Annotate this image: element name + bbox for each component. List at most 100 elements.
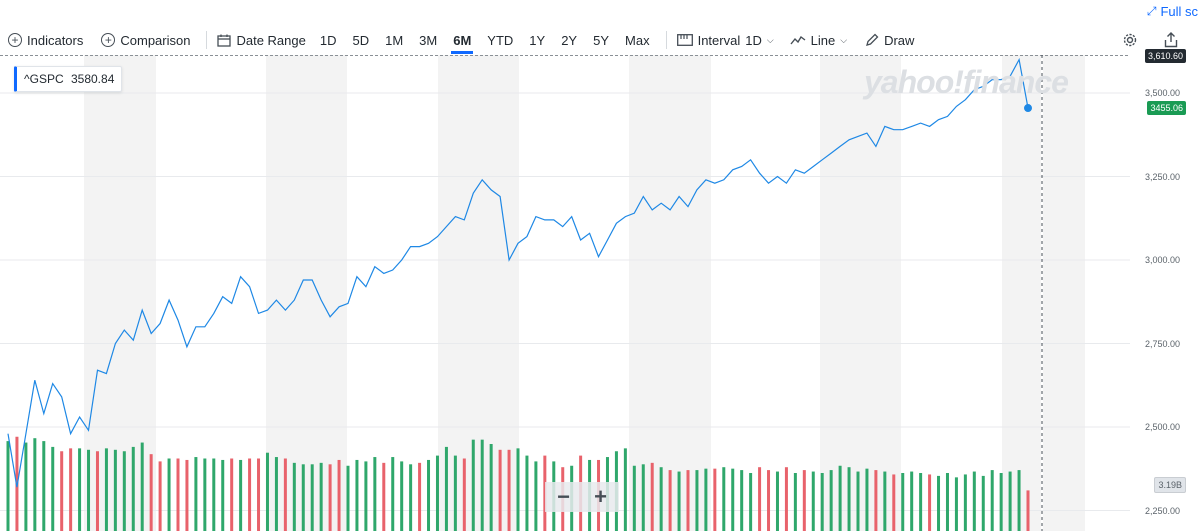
date-range-label: Date Range xyxy=(236,32,306,48)
quote-badge: ^GSPC 3580.84 xyxy=(14,66,123,92)
volume-bar xyxy=(793,473,797,531)
volume-bar xyxy=(641,464,645,531)
zoom-out-button[interactable]: − xyxy=(557,484,570,509)
volume-bar xyxy=(507,449,511,531)
interval-value: 1D xyxy=(745,32,762,48)
price-line xyxy=(7,57,1029,488)
volume-bar xyxy=(33,438,37,531)
volume-bar xyxy=(60,451,64,531)
fullscreen-label: Full sc xyxy=(1160,4,1198,19)
volume-bar xyxy=(167,458,171,531)
volume-bar xyxy=(471,439,475,531)
range-3m[interactable]: 3M xyxy=(419,32,438,48)
volume-bar xyxy=(928,474,932,531)
range-5d[interactable]: 5D xyxy=(352,32,370,48)
volume-bar xyxy=(203,458,207,531)
volume-bar xyxy=(149,454,153,531)
volume-bar xyxy=(981,475,985,531)
volume-bar xyxy=(749,473,753,531)
date-range-button[interactable]: Date Range xyxy=(217,32,306,48)
share-icon[interactable] xyxy=(1164,32,1178,48)
y-tick-label: 2,250.00 xyxy=(1144,505,1180,516)
range-selector: 1D 5D 1M 3M 6M YTD 1Y 2Y 5Y Max xyxy=(312,26,658,54)
volume-bar xyxy=(901,473,905,531)
y-tick-label: 2,500.00 xyxy=(1144,422,1180,432)
toolbar-divider xyxy=(665,31,667,49)
volume-bar xyxy=(337,459,341,531)
month-band xyxy=(629,55,711,531)
line-chart-icon xyxy=(790,35,806,45)
volume-bar xyxy=(525,455,529,531)
future-band xyxy=(1043,55,1085,531)
volume-bar xyxy=(301,464,305,531)
last-price-marker xyxy=(1024,104,1032,113)
range-ytd[interactable]: YTD xyxy=(487,32,514,48)
volume-bar xyxy=(78,448,82,531)
month-band xyxy=(438,55,519,531)
y-tick-label: 3,250.00 xyxy=(1144,171,1180,182)
volume-bar xyxy=(346,465,350,531)
comparison-label: Comparison xyxy=(120,32,191,48)
chevron-down-icon: ⌵ xyxy=(840,34,848,45)
range-2y[interactable]: 2Y xyxy=(561,32,578,48)
volume-bar xyxy=(623,448,627,531)
plus-circle-icon: + xyxy=(101,33,116,47)
volume-bar xyxy=(784,467,788,531)
volume-bar xyxy=(516,448,520,531)
volume-bar xyxy=(954,477,958,531)
volume-bar xyxy=(775,471,779,531)
volume-bar xyxy=(1008,471,1012,531)
volume-bar xyxy=(418,462,422,531)
volume-bar xyxy=(185,459,189,531)
chart-type-button[interactable]: Line ⌵ xyxy=(790,33,847,48)
volume-bar xyxy=(856,471,860,531)
volume-bar xyxy=(212,458,216,531)
indicators-button[interactable]: + Indicators xyxy=(8,33,83,48)
volume-bar xyxy=(51,446,55,531)
volume-bar xyxy=(489,444,493,531)
indicators-label: Indicators xyxy=(27,32,84,48)
volume-bar xyxy=(221,459,225,531)
quote-value: 3580.84 xyxy=(70,72,115,86)
range-5y[interactable]: 5Y xyxy=(593,32,610,48)
price-chart[interactable] xyxy=(0,55,1198,531)
expand-arrows-icon: ⤢ xyxy=(1146,4,1157,18)
comparison-button[interactable]: + Comparison xyxy=(101,33,190,48)
draw-label: Draw xyxy=(884,32,915,48)
volume-bar xyxy=(740,470,744,531)
volume-bar xyxy=(122,451,126,531)
volume-bar xyxy=(391,457,395,531)
range-1d[interactable]: 1D xyxy=(319,32,337,48)
volume-bar xyxy=(883,471,887,531)
range-1y[interactable]: 1Y xyxy=(529,32,546,48)
fullscreen-link[interactable]: ⤢ Full sc xyxy=(1147,4,1198,19)
toolbar-divider xyxy=(206,31,208,49)
volume-bar xyxy=(677,471,681,531)
volume-bar xyxy=(945,473,949,531)
range-max[interactable]: Max xyxy=(625,32,650,48)
yahoo-finance-watermark: yahoo!finance xyxy=(864,64,1069,100)
high-price-tag: 3,610.60 xyxy=(1144,49,1186,64)
chart-area[interactable] xyxy=(0,55,1198,531)
volume-bar xyxy=(650,462,654,531)
volume-bar xyxy=(310,464,314,531)
zoom-in-button[interactable]: + xyxy=(594,484,607,509)
month-band xyxy=(1002,55,1041,531)
volume-bar xyxy=(24,442,28,531)
volume-bar xyxy=(435,455,439,531)
chart-type-label: Line xyxy=(810,32,836,48)
interval-button[interactable]: Interval 1D ⌵ xyxy=(676,32,774,48)
volume-bar xyxy=(892,474,896,531)
volume-bar xyxy=(713,468,717,531)
volume-bar xyxy=(176,458,180,531)
gear-icon[interactable] xyxy=(1122,32,1138,48)
volume-bar xyxy=(248,458,252,531)
range-1m[interactable]: 1M xyxy=(385,32,404,48)
volume-bar xyxy=(95,451,99,531)
range-6m[interactable]: 6M xyxy=(445,26,479,54)
draw-button[interactable]: Draw xyxy=(865,33,914,48)
volume-bar xyxy=(838,465,842,531)
volume-bar xyxy=(668,470,672,531)
volume-bar xyxy=(534,461,538,531)
volume-bar xyxy=(265,452,269,531)
